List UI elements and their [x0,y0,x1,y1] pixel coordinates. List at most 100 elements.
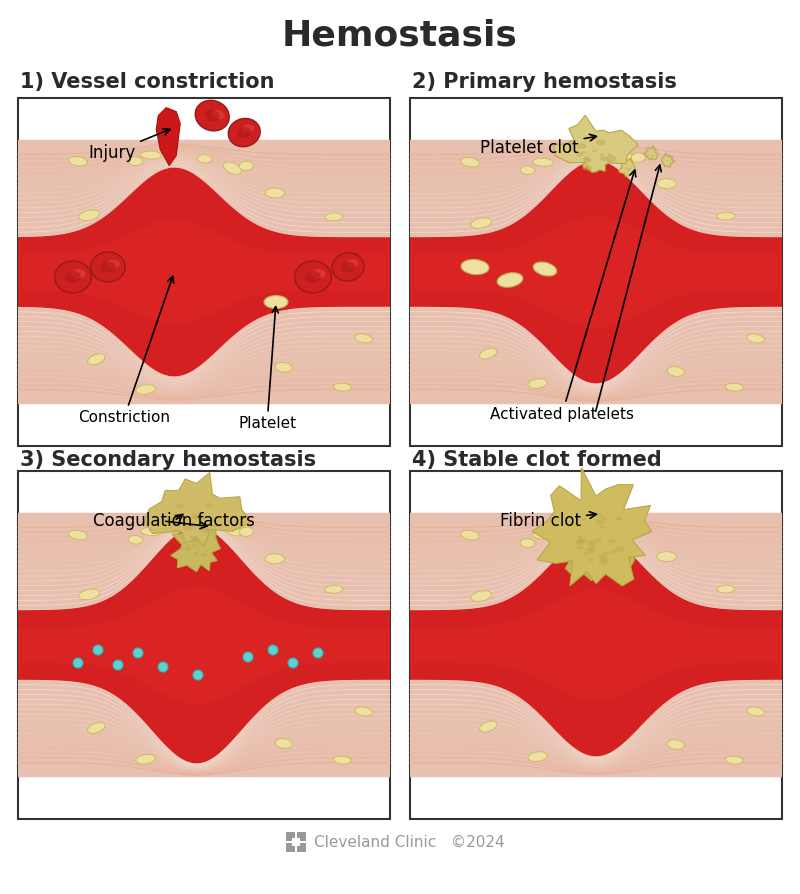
Ellipse shape [608,539,615,544]
Ellipse shape [746,707,765,716]
Ellipse shape [212,110,225,120]
Ellipse shape [325,213,343,221]
Ellipse shape [65,271,81,283]
Ellipse shape [479,721,497,732]
Ellipse shape [78,210,99,221]
Ellipse shape [192,540,198,543]
Bar [292,843,295,846]
Ellipse shape [334,756,351,764]
Ellipse shape [592,149,597,152]
Ellipse shape [203,528,210,533]
Ellipse shape [628,170,630,171]
Ellipse shape [171,529,180,535]
Ellipse shape [570,149,573,151]
Polygon shape [554,115,638,173]
Ellipse shape [128,156,143,165]
Bar [297,838,300,841]
Ellipse shape [73,658,83,668]
Ellipse shape [190,536,195,539]
Ellipse shape [213,524,218,527]
Polygon shape [644,146,658,160]
Ellipse shape [264,296,288,308]
Ellipse shape [615,546,625,552]
Ellipse shape [192,544,197,547]
Ellipse shape [141,527,162,536]
Ellipse shape [577,143,586,148]
Ellipse shape [176,503,184,509]
Ellipse shape [631,153,646,163]
Ellipse shape [520,539,535,547]
Ellipse shape [606,159,612,163]
Ellipse shape [206,503,213,508]
Ellipse shape [604,551,610,554]
Ellipse shape [332,253,364,281]
Ellipse shape [520,165,535,174]
Ellipse shape [194,552,199,554]
Bar [18,98,390,446]
Ellipse shape [581,518,586,521]
Ellipse shape [596,139,606,145]
Ellipse shape [346,259,358,267]
Bar [410,98,782,446]
Ellipse shape [186,544,190,546]
Ellipse shape [589,147,604,155]
Ellipse shape [191,513,201,519]
Ellipse shape [197,155,212,163]
Ellipse shape [136,384,155,394]
Ellipse shape [746,334,765,343]
Polygon shape [662,154,674,167]
Text: Activated platelets: Activated platelets [490,170,636,421]
Ellipse shape [275,738,292,748]
Bar [18,471,390,819]
Text: 1) Vessel constriction: 1) Vessel constriction [20,72,274,92]
Ellipse shape [461,530,479,540]
Ellipse shape [615,523,634,536]
Ellipse shape [582,553,587,555]
Bar [292,838,295,841]
Polygon shape [18,307,390,404]
Polygon shape [18,139,390,237]
Text: 4) Stable clot formed: 4) Stable clot formed [412,450,662,470]
Ellipse shape [588,546,596,551]
Ellipse shape [101,261,115,273]
Ellipse shape [158,662,168,672]
Ellipse shape [210,518,216,521]
Ellipse shape [173,512,182,518]
Ellipse shape [572,146,574,147]
Ellipse shape [78,589,99,600]
Ellipse shape [528,379,547,388]
Ellipse shape [128,536,143,544]
Ellipse shape [242,124,254,133]
Ellipse shape [587,543,596,547]
Text: Cleveland Clinic   ©2024: Cleveland Clinic ©2024 [314,834,505,849]
Ellipse shape [602,517,607,520]
Text: 3) Secondary hemostasis: 3) Secondary hemostasis [20,450,316,470]
Ellipse shape [533,158,554,166]
Ellipse shape [617,517,623,520]
Ellipse shape [239,527,254,536]
Ellipse shape [90,252,126,282]
Ellipse shape [193,670,203,680]
Ellipse shape [580,151,586,154]
Ellipse shape [183,546,191,551]
Ellipse shape [239,161,254,171]
Ellipse shape [313,648,323,658]
Ellipse shape [93,645,103,655]
Ellipse shape [201,553,207,557]
Text: 2) Primary hemostasis: 2) Primary hemostasis [412,72,677,92]
Ellipse shape [238,127,251,138]
Ellipse shape [717,586,735,593]
Polygon shape [410,589,782,701]
Ellipse shape [585,548,595,553]
Ellipse shape [243,652,253,662]
Ellipse shape [614,517,622,520]
Ellipse shape [666,160,668,161]
Polygon shape [410,161,782,384]
Text: Injury: Injury [88,129,170,162]
Ellipse shape [470,218,491,229]
Ellipse shape [627,168,630,170]
Ellipse shape [461,157,479,167]
Ellipse shape [589,519,604,527]
Ellipse shape [354,334,373,343]
Polygon shape [18,527,390,763]
